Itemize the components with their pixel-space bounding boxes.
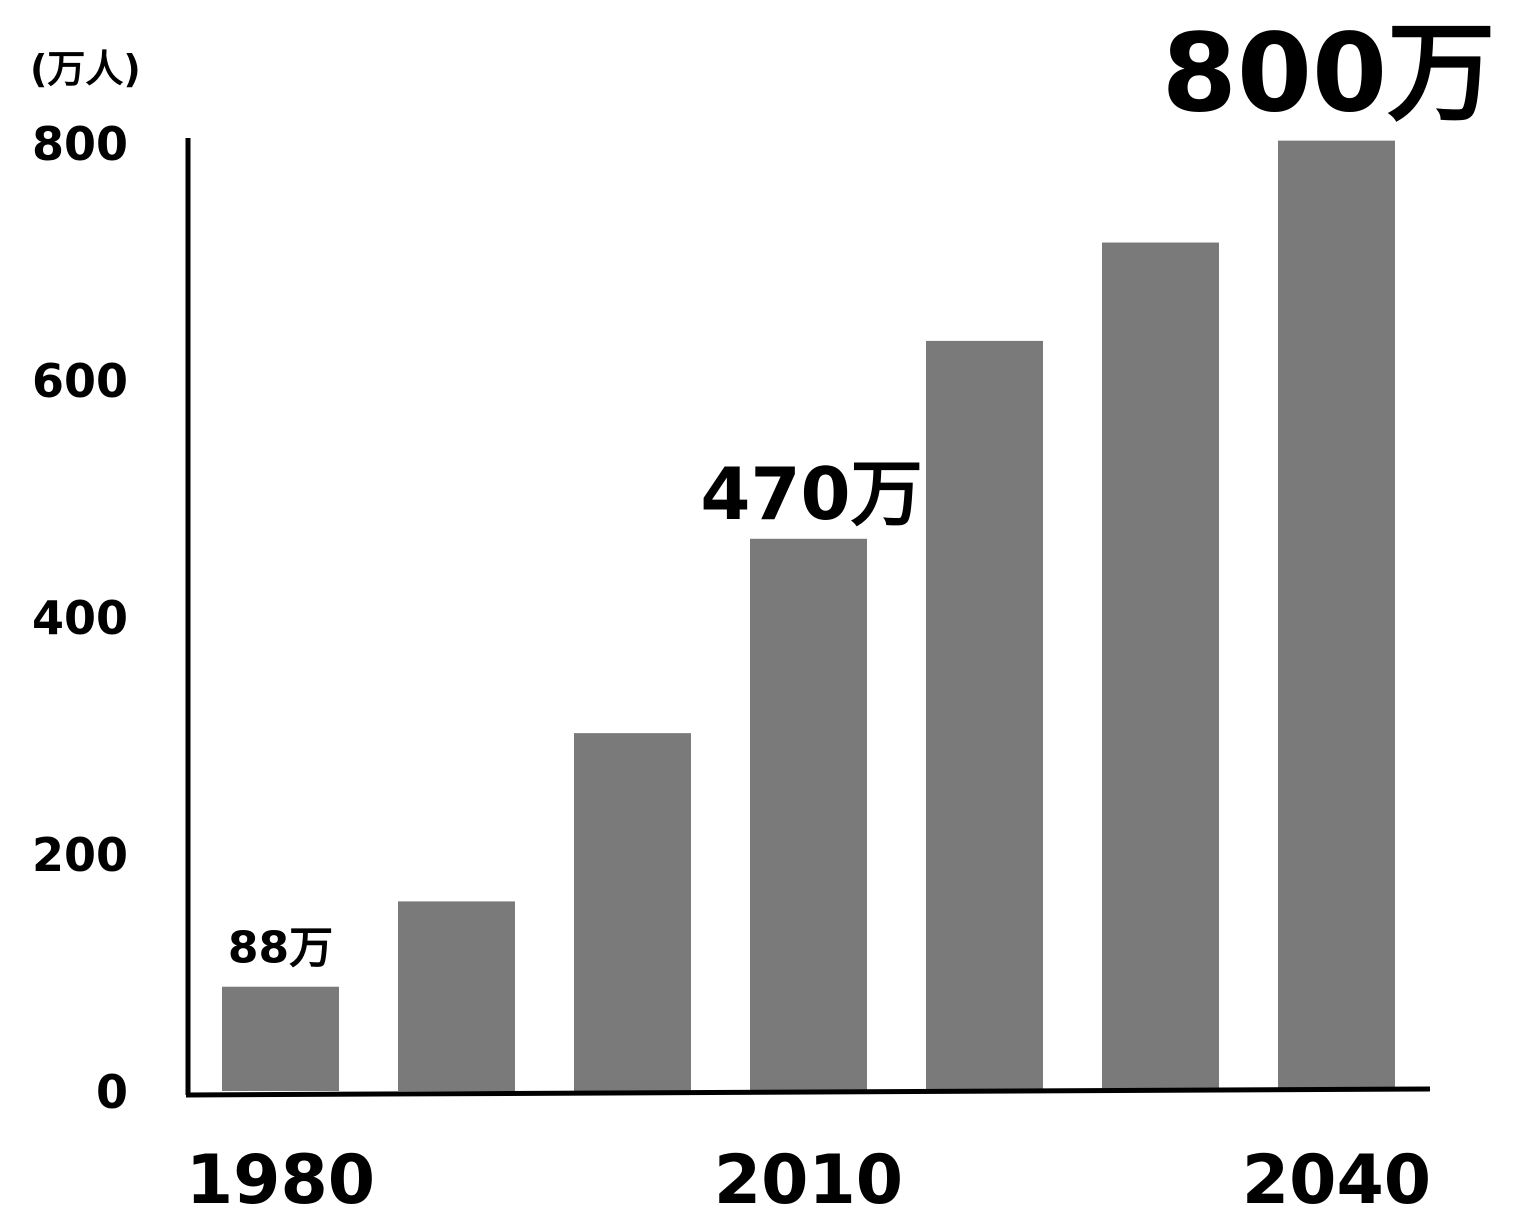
bar-1980 — [222, 986, 339, 1091]
bar-2040 — [1278, 140, 1395, 1091]
bar-2010 — [750, 538, 867, 1091]
x-tick-label: 2010 — [714, 1141, 903, 1213]
y-axis-ticks: 0 200 400 600 800 — [32, 117, 128, 1119]
bars — [222, 140, 1395, 1092]
y-tick-label: 0 — [96, 1065, 128, 1119]
value-annotation-1980: 88万 — [228, 923, 333, 974]
x-axis-ticks: 1980 2010 2040 — [186, 1141, 1431, 1213]
y-tick-label: 200 — [32, 828, 128, 882]
unit-label: (万人) — [30, 47, 141, 91]
value-annotation-2010: 470万 — [700, 452, 922, 536]
x-axis-line — [185, 1086, 1431, 1098]
bar-2020 — [926, 340, 1043, 1091]
bar-1990 — [398, 901, 515, 1091]
y-tick-label: 600 — [32, 354, 128, 408]
x-tick-label: 2040 — [1242, 1141, 1431, 1213]
y-tick-label: 400 — [32, 591, 128, 645]
bar-2030 — [1102, 242, 1219, 1092]
bar-2000 — [574, 733, 691, 1091]
value-annotation-2040: 800万 — [1162, 12, 1495, 137]
x-tick-label: 1980 — [186, 1141, 375, 1213]
data-annotations: 88万 470万 800万 — [228, 12, 1495, 974]
y-tick-label: 800 — [32, 117, 128, 171]
